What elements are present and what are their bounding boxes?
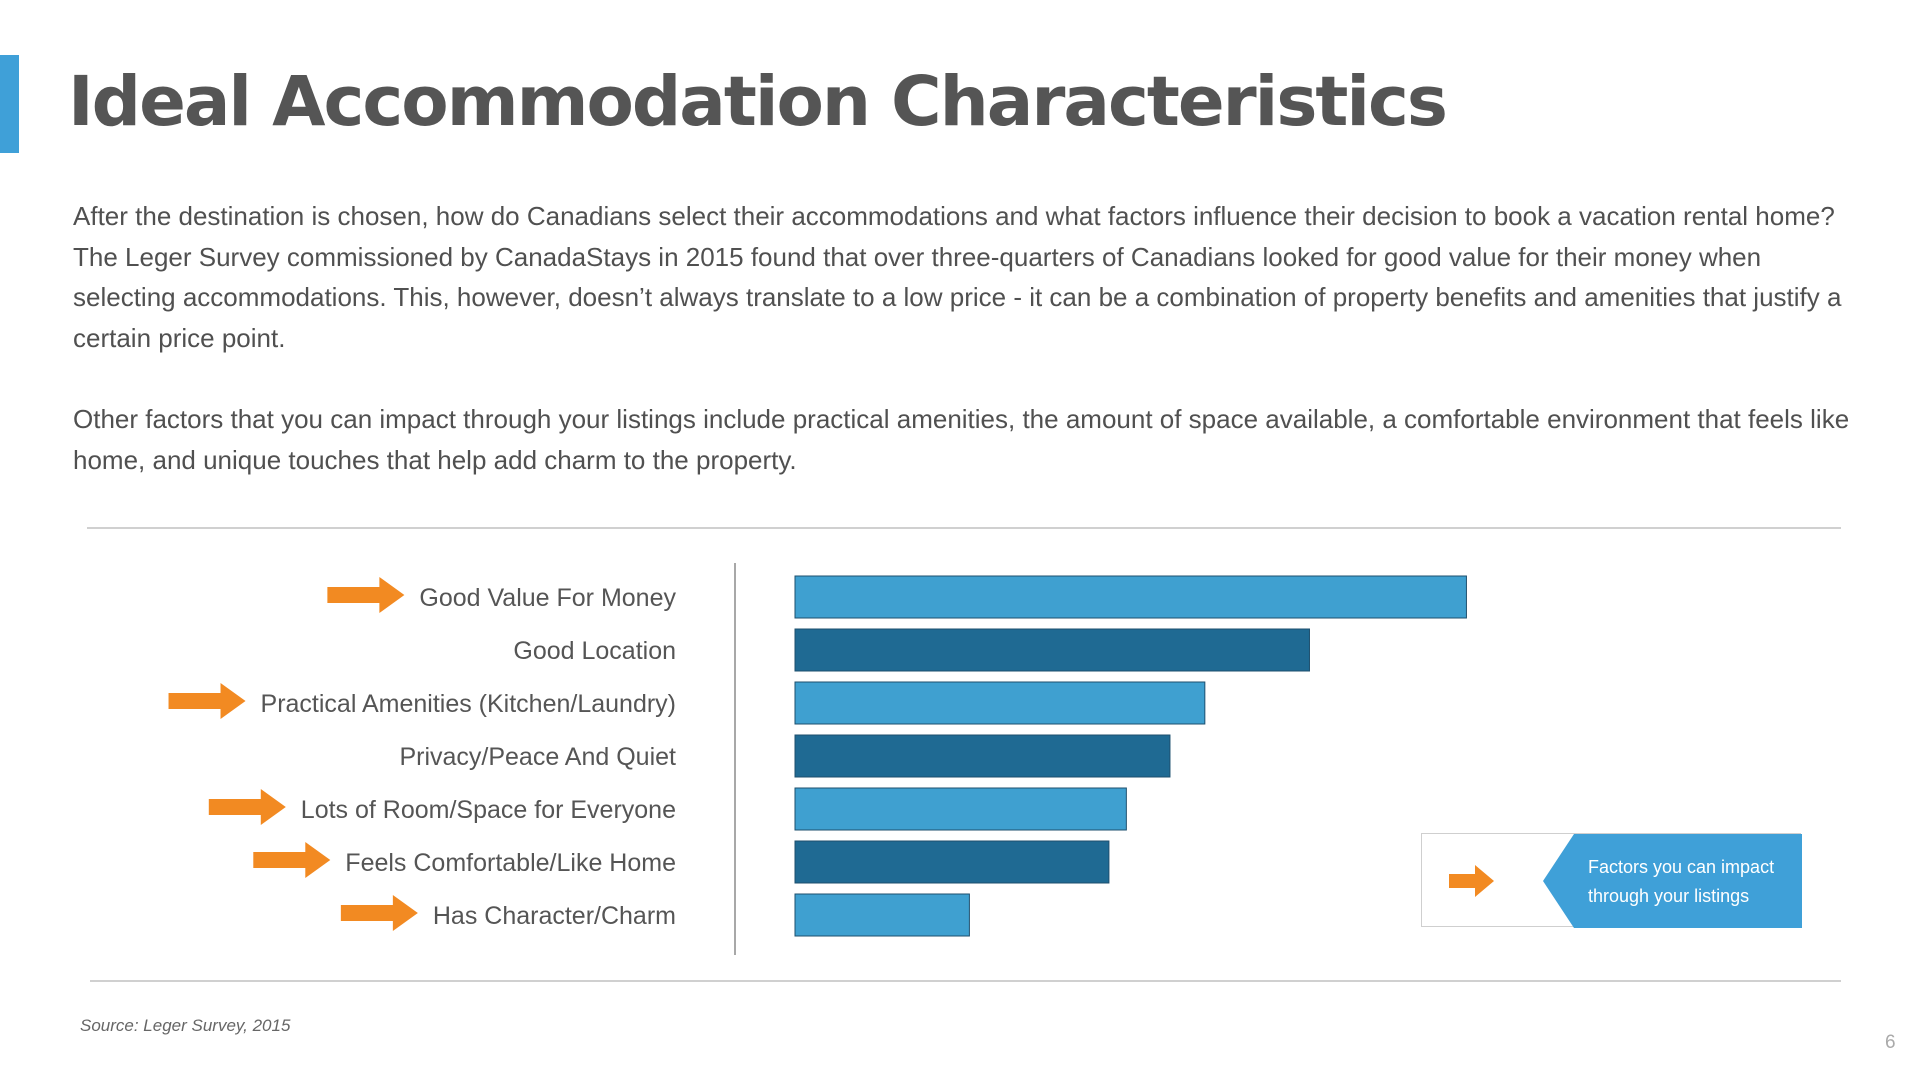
category-label: Privacy/Peace And Quiet: [399, 743, 676, 771]
category-label: Practical Amenities (Kitchen/Laundry): [261, 690, 676, 718]
bar-1: [794, 575, 1467, 619]
chart-bottom-divider: [90, 980, 1841, 982]
intro-paragraph: After the destination is chosen, how do …: [73, 201, 1842, 353]
orange-arrow-icon: [208, 789, 286, 825]
page-title: Ideal Accommodation Characteristics: [68, 62, 1448, 142]
category-label: Lots of Room/Space for Everyone: [301, 796, 676, 824]
bar-5: [794, 787, 1127, 831]
bar-6: [794, 840, 1110, 884]
bar-7: [794, 893, 970, 937]
bar-3: [794, 681, 1206, 725]
orange-arrow-icon: [327, 577, 405, 613]
bar-4: [794, 734, 1171, 778]
legend-graphic: [1449, 834, 1802, 928]
bar-2: [794, 628, 1310, 672]
category-label: Good Location: [513, 637, 676, 665]
category-label: Has Character/Charm: [433, 902, 676, 930]
orange-arrow-icon: [340, 895, 418, 931]
orange-arrow-icon: [168, 683, 246, 719]
chart-top-divider: [87, 527, 1841, 529]
orange-arrow-icon: [253, 842, 331, 878]
page-number: 6: [1885, 1032, 1896, 1053]
category-label: Feels Comfortable/Like Home: [345, 849, 676, 877]
orange-arrow-icon: [1449, 865, 1494, 897]
source-citation: Source: Leger Survey, 2015: [80, 1016, 291, 1035]
legend-label: Factors you can impact through your list…: [1588, 857, 1775, 906]
legend-callout-shape: [1543, 834, 1802, 928]
category-label: Good Value For Money: [419, 584, 676, 612]
title-accent-bar: [0, 55, 19, 153]
factors-paragraph: Other factors that you can impact throug…: [73, 404, 1850, 475]
chart-legend: Factors you can impact through your list…: [1421, 833, 1802, 928]
